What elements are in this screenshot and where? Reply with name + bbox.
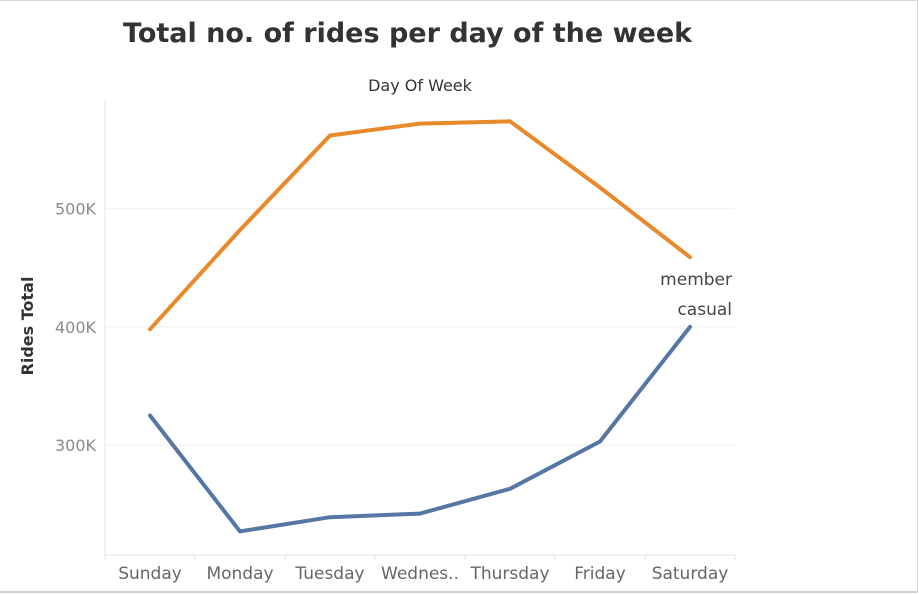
series-line-member	[148, 119, 692, 332]
chart-title: Total no. of rides per day of the week	[123, 18, 693, 49]
x-tick-label: Saturday	[652, 564, 729, 584]
column-header: Day Of Week	[368, 76, 473, 95]
x-tick-label: Tuesday	[294, 564, 364, 584]
series-labels: member casual	[660, 270, 732, 320]
x-tick-label: Wednes..	[381, 564, 459, 584]
y-tick-label: 400K	[55, 318, 97, 337]
x-axis: Sunday Monday Tuesday Wednes.. Thursday Frida…	[104, 554, 736, 584]
gridlines: 300K 400K 500K	[55, 200, 735, 455]
x-tick-label: Sunday	[118, 564, 182, 584]
x-tick-label: Thursday	[469, 564, 549, 584]
x-tick-label: Monday	[206, 564, 273, 584]
series-label-member: member	[660, 270, 732, 290]
series-label-casual: casual	[677, 300, 732, 320]
x-tick-label: Friday	[574, 564, 626, 584]
y-axis-label: Rides Total	[18, 277, 37, 376]
y-tick-label: 300K	[55, 436, 97, 455]
series-line-casual	[148, 324, 692, 534]
series-lines	[148, 119, 692, 534]
y-tick-label: 500K	[55, 200, 97, 219]
